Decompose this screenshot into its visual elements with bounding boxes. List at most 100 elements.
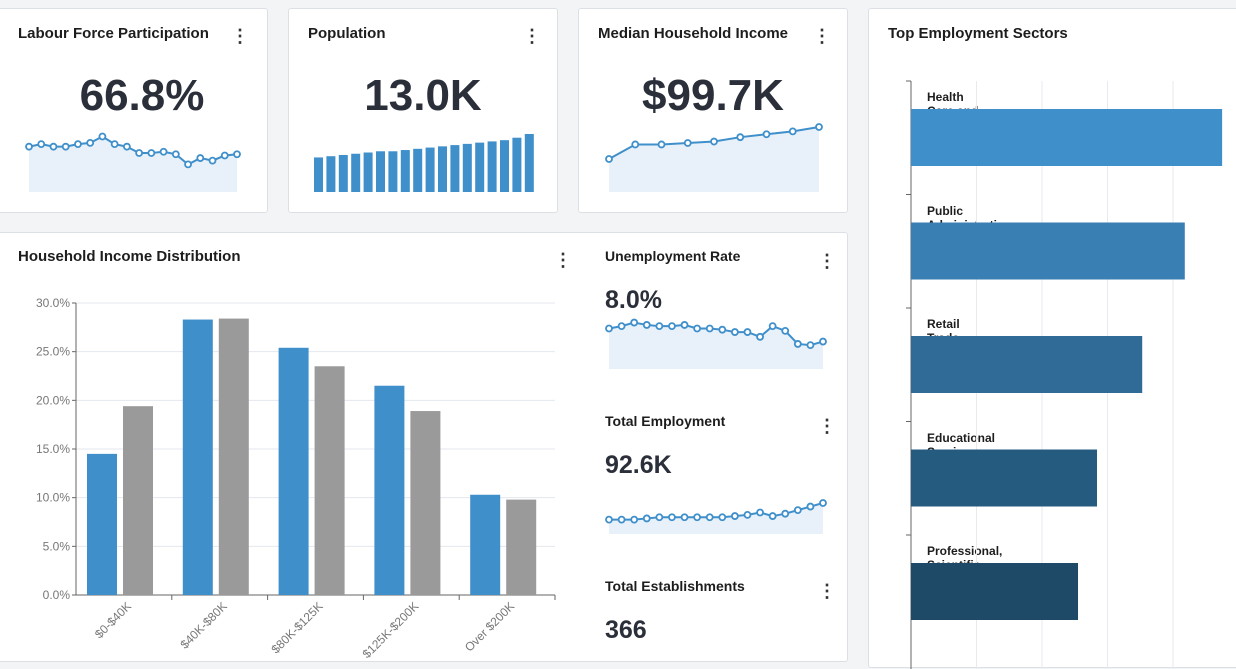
sparkline-point: [668, 513, 676, 522]
sparkline-point: [617, 322, 626, 331]
sparkline-point: [768, 322, 777, 331]
y-tick-label: 15.0%: [36, 442, 70, 456]
sparkline: [25, 132, 241, 192]
x-tick-label: $0-$40K: [92, 599, 134, 641]
sparkline-point: [233, 150, 241, 159]
sparkline-point: [25, 142, 33, 151]
sparkline-area: [609, 127, 819, 192]
sparkline-point: [196, 154, 205, 162]
y-tick-label: 5.0%: [43, 539, 71, 553]
sector-bar: [911, 109, 1223, 166]
sparkline-point: [49, 142, 58, 151]
sparkline-bar: [425, 147, 435, 192]
sparkline-area: [609, 322, 823, 369]
sparkline-point: [184, 160, 192, 169]
sparkline-point: [819, 499, 827, 507]
sparkline-point: [655, 513, 664, 522]
sparkline-point: [806, 502, 815, 511]
sparkline-point: [617, 515, 626, 524]
kpi-title: Population: [308, 25, 386, 42]
bar: [470, 494, 501, 595]
sectors-card: Top Employment Sectors Health Care and S…: [868, 8, 1236, 669]
sparkline-point: [680, 513, 689, 522]
sparkline-point: [806, 341, 815, 350]
kebab-menu-icon[interactable]: ⋮: [818, 416, 836, 436]
sparkline-point: [159, 147, 168, 156]
sparkline-point: [630, 318, 639, 327]
sparkline-bar: [326, 156, 336, 192]
y-tick-label: 20.0%: [36, 393, 70, 407]
sparkline-point: [730, 512, 739, 520]
sparkline-point: [793, 506, 802, 515]
x-tick-label: Over $200K: [462, 599, 517, 654]
sparkline-point: [768, 512, 777, 520]
kpi-value: 66.8%: [79, 71, 205, 120]
sparkline-bar: [400, 150, 410, 192]
sparkline-point: [642, 321, 651, 329]
sparkline-point: [705, 324, 714, 333]
sparkline: [605, 123, 823, 192]
sparkline-bar: [438, 146, 447, 192]
sparkline-point: [605, 515, 613, 524]
sparkline-point: [756, 508, 764, 517]
sparkline-point: [718, 513, 727, 522]
sparkline-point: [61, 142, 70, 151]
sparkline-bar: [351, 153, 361, 192]
sparkline-point: [730, 328, 739, 336]
sparkline-point: [718, 325, 727, 334]
sparkline-area: [29, 136, 237, 192]
sparkline-point: [655, 322, 664, 331]
sparkline-point: [819, 337, 827, 346]
sparkline-point: [815, 123, 823, 131]
y-tick-label: 10.0%: [36, 491, 70, 505]
sparkline-point: [98, 132, 107, 141]
kebab-menu-icon[interactable]: ⋮: [231, 26, 249, 46]
sparkline-point: [74, 140, 82, 149]
kebab-menu-icon[interactable]: ⋮: [813, 26, 831, 46]
sparkline-point: [147, 149, 156, 157]
sparkline-bar: [376, 151, 385, 192]
bar: [314, 366, 345, 595]
sparkline-bar: [388, 151, 398, 192]
sparkline-point: [762, 130, 771, 139]
sector-bar: [911, 222, 1185, 280]
sparkline-bar: [413, 148, 423, 192]
bar: [278, 347, 309, 595]
y-tick-label: 0.0%: [43, 588, 71, 602]
kebab-menu-icon[interactable]: ⋮: [818, 581, 836, 601]
kebab-menu-icon[interactable]: ⋮: [818, 251, 836, 271]
kpi-value: 8.0%: [605, 286, 662, 314]
sparkline-point: [710, 137, 718, 146]
sparkline-point: [793, 340, 802, 348]
kpi-title: Unemployment Rate: [605, 248, 741, 264]
kebab-menu-icon[interactable]: ⋮: [523, 26, 541, 46]
sparkline-point: [220, 151, 229, 160]
sparkline-point: [743, 510, 752, 519]
sparkline-point: [736, 133, 745, 142]
sparkline: [314, 134, 534, 192]
kpi-value: 13.0K: [364, 71, 482, 120]
kpi-value: 366: [605, 616, 647, 644]
sparkline-bar: [314, 157, 323, 192]
sparkline-point: [631, 140, 640, 149]
sparkline-point: [37, 140, 46, 149]
sparkline-point: [642, 514, 651, 523]
chart-title: Top Employment Sectors: [888, 25, 1068, 42]
sparkline-bar: [363, 152, 373, 192]
sector-bar: [911, 449, 1098, 507]
sectors-chart: [906, 80, 1223, 669]
chart-title: Household Income Distribution: [18, 248, 241, 265]
kpi-card-labour: Labour Force Participation ⋮ 66.8%: [0, 8, 268, 213]
sparkline-bar: [450, 145, 460, 192]
kpi-title: Total Employment: [605, 413, 726, 429]
sparkline-point: [693, 324, 702, 333]
bar: [410, 411, 441, 595]
sparkline-bar: [487, 141, 497, 192]
income-distribution-chart: 0.0% 5.0% 10.0% 15.0% 20.0% 25.0% 30.0% $0-$40K…: [36, 296, 556, 661]
kebab-menu-icon[interactable]: ⋮: [554, 250, 572, 270]
kpi-title: Total Establishments: [605, 578, 745, 594]
income-distribution-card: Household Income Distribution ⋮ 0.0% 5.0%…: [0, 232, 848, 662]
sparkline-point: [605, 324, 613, 333]
sparkline-point: [683, 139, 692, 147]
sparkline-bar: [338, 154, 348, 192]
